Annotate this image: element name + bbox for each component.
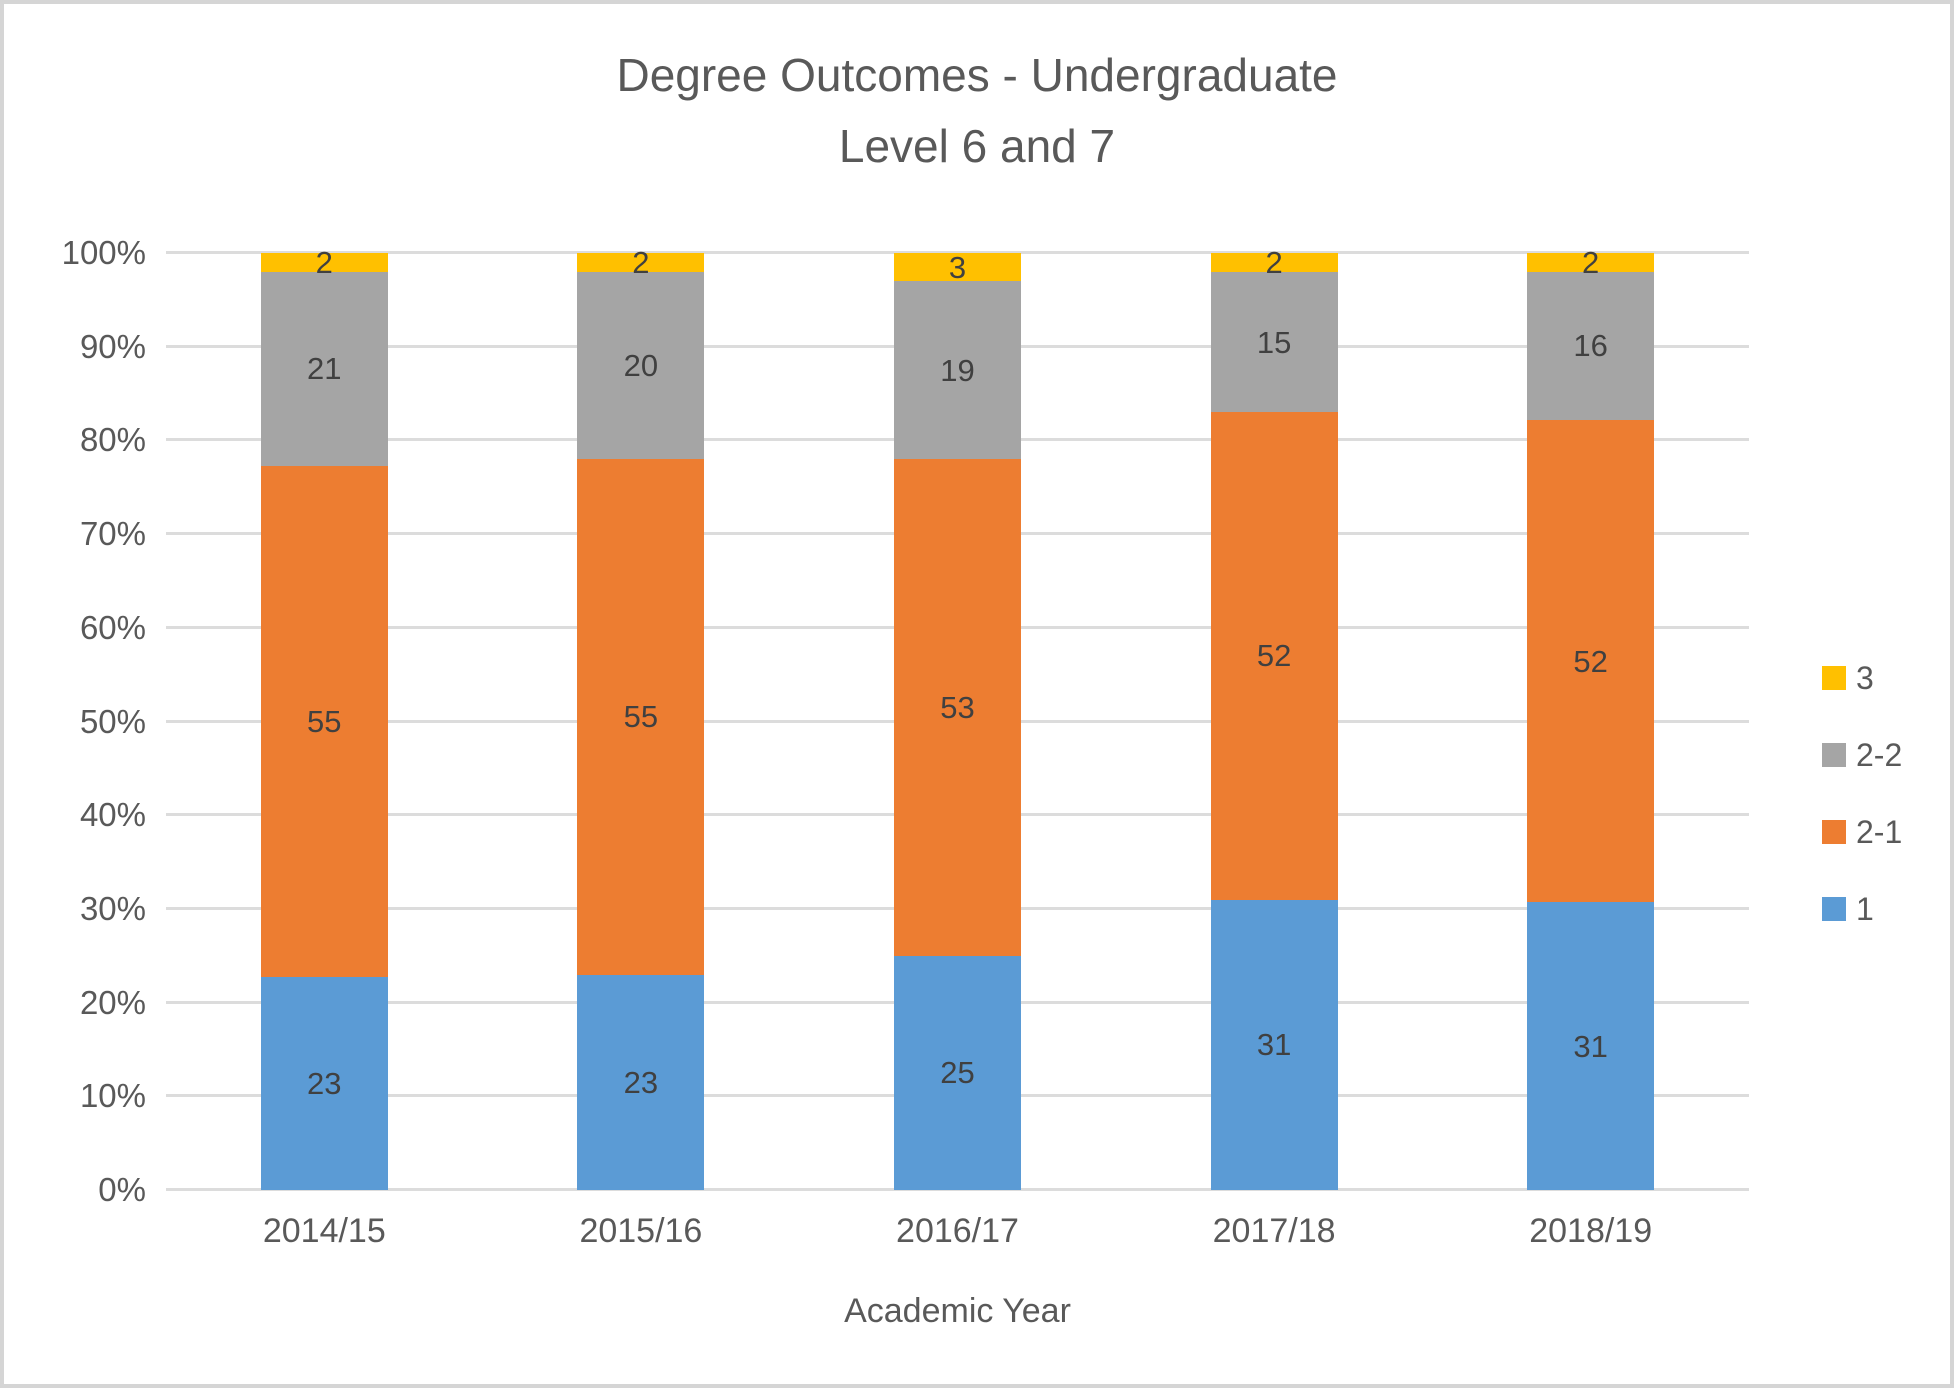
- bar-segment: 25: [893, 955, 1021, 1190]
- legend-label: 2-1: [1856, 814, 1903, 850]
- stacked-bar: 25 53 19 3: [893, 249, 1021, 1190]
- bar-segment: 2: [1210, 247, 1338, 278]
- y-tick-label: 70%: [79, 515, 146, 553]
- bars-container: 23 55 21 2 23 55 20 2 25 53 19 3 31 52 15 2 31 52 16 2: [166, 247, 1749, 1190]
- y-tick-label: 100%: [61, 234, 146, 271]
- chart-title: Degree Outcomes - Undergraduate Level 6 …: [4, 40, 1950, 182]
- legend-label: 1: [1856, 891, 1874, 927]
- bar-column: 23 55 20 2: [483, 247, 800, 1190]
- x-tick-label: 2014/15: [262, 1212, 386, 1250]
- bar-column: 23 55 21 2: [166, 247, 483, 1190]
- bar-segment: 52: [1210, 412, 1338, 900]
- bar-segment: 23: [260, 976, 388, 1190]
- bar-segment-label: 55: [307, 704, 342, 739]
- y-tick-label: 0%: [98, 1171, 146, 1208]
- x-tick-label: 2018/19: [1529, 1212, 1653, 1250]
- legend-label: 2-2: [1856, 737, 1903, 773]
- bar-segment-label: 53: [940, 689, 975, 725]
- stacked-bar: 23 55 21 2: [260, 247, 388, 1190]
- bar-segment: 2: [1527, 247, 1655, 278]
- bar-segment: 21: [260, 271, 388, 467]
- bar-segment: 31: [1210, 899, 1338, 1190]
- legend-swatch-icon: [1822, 820, 1846, 844]
- plot-area: 23 55 21 2 23 55 20 2 25 53 19 3 31 52 15 2 31 52 16 2: [166, 247, 1749, 1191]
- bar-segment-label: 2: [1582, 244, 1600, 280]
- legend-label: 3: [1856, 660, 1874, 696]
- bar-column: 31 52 16 2: [1432, 247, 1749, 1190]
- bar-column: 31 52 15 2: [1116, 247, 1433, 1190]
- legend-swatch-icon: [1822, 897, 1846, 921]
- bar-segment: 16: [1527, 271, 1655, 420]
- legend-item: 3: [1822, 662, 1902, 694]
- y-tick-label: 30%: [79, 889, 146, 927]
- bar-segment-label: 52: [1573, 643, 1608, 679]
- bar-segment-label: 20: [623, 347, 659, 383]
- x-axis-title: Academic Year: [844, 1292, 1071, 1330]
- legend: 3 2-2 2-1 1: [1822, 662, 1902, 925]
- bar-segment: 23: [577, 974, 705, 1190]
- y-tick-label: 90%: [79, 327, 146, 365]
- bar-segment-label: 25: [940, 1055, 975, 1091]
- bar-segment-label: 23: [307, 1065, 342, 1101]
- bar-segment-label: 16: [1573, 328, 1608, 364]
- x-tick-label: 2017/18: [1212, 1212, 1336, 1250]
- bar-segment-label: 15: [1256, 324, 1292, 360]
- y-tick-label: 10%: [79, 1077, 146, 1115]
- x-axis-labels: 2014/15 2015/16 2016/17 2017/18 2018/19: [166, 1212, 1749, 1251]
- y-tick-label: 80%: [79, 421, 146, 459]
- bar-segment: 31: [1527, 902, 1655, 1190]
- bar-column: 25 53 19 3: [799, 249, 1116, 1190]
- stacked-bar: 31 52 15 2: [1210, 247, 1338, 1190]
- x-tick-label: 2015/16: [579, 1212, 703, 1250]
- bar-segment: 15: [1210, 271, 1338, 413]
- stacked-bar: 31 52 16 2: [1527, 247, 1655, 1190]
- bar-segment: 52: [1527, 420, 1655, 903]
- legend-swatch-icon: [1822, 666, 1846, 690]
- bar-segment-label: 31: [1256, 1027, 1292, 1063]
- bar-segment: 3: [893, 249, 1021, 285]
- legend-item: 2-1: [1822, 816, 1902, 848]
- legend-item: 1: [1822, 893, 1902, 925]
- gridline: [166, 251, 1749, 254]
- bar-segment: 19: [893, 281, 1021, 460]
- legend-item: 2-2: [1822, 739, 1902, 771]
- bar-segment-label: 2: [632, 244, 650, 280]
- bar-segment: 55: [260, 466, 388, 977]
- chart-title-line1: Degree Outcomes - Undergraduate: [616, 49, 1338, 101]
- bar-segment-label: 31: [1573, 1028, 1608, 1064]
- bar-segment-label: 23: [623, 1064, 659, 1100]
- y-tick-label: 40%: [79, 796, 146, 834]
- bar-segment-label: 55: [623, 699, 659, 735]
- legend-swatch-icon: [1822, 743, 1846, 767]
- bar-segment-label: 52: [1256, 638, 1292, 674]
- bar-segment: 20: [577, 271, 705, 460]
- x-tick-label: 2016/17: [896, 1212, 1019, 1250]
- bar-segment-label: 19: [940, 352, 975, 388]
- y-tick-label: 50%: [79, 702, 146, 740]
- bar-segment-label: 21: [307, 351, 342, 387]
- chart-title-line2: Level 6 and 7: [838, 120, 1116, 172]
- stacked-bar: 23 55 20 2: [577, 247, 705, 1190]
- bar-segment: 2: [260, 247, 388, 278]
- bar-segment: 53: [893, 459, 1021, 956]
- bar-segment-label: 2: [315, 244, 333, 280]
- y-tick-label: 20%: [79, 983, 146, 1021]
- y-tick-label: 60%: [79, 608, 146, 646]
- bar-segment-label: 2: [1265, 244, 1283, 280]
- bar-segment: 55: [577, 459, 705, 975]
- bar-segment: 2: [577, 247, 705, 278]
- bar-segment-label: 3: [948, 249, 967, 285]
